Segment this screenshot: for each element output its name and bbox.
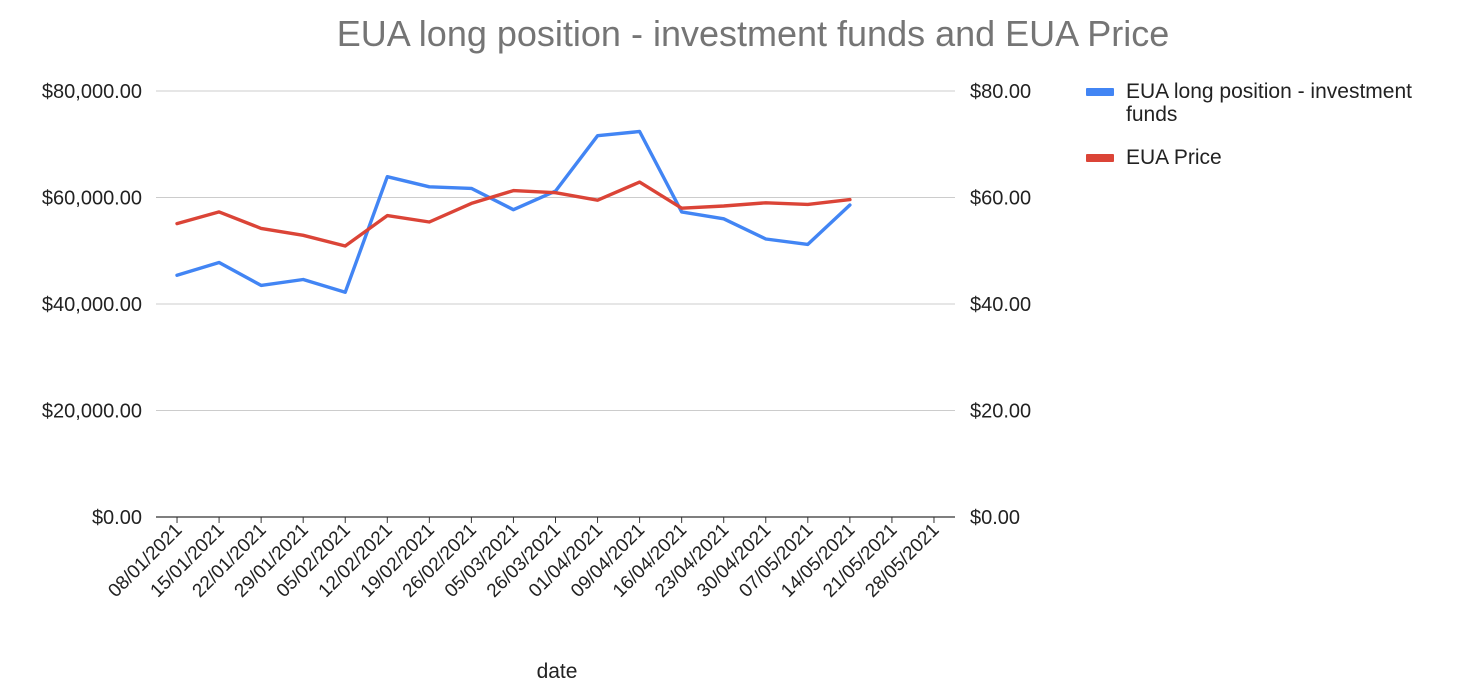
- x-axis: 08/01/202115/01/202122/01/202129/01/2021…: [104, 517, 944, 602]
- series-group: [175, 129, 852, 294]
- data-point-long-position: [386, 175, 389, 178]
- data-point-eua-price: [344, 244, 347, 248]
- right-axis-tick-label: $60.00: [970, 188, 1031, 210]
- data-point-long-position: [638, 130, 641, 133]
- data-point-long-position: [217, 261, 221, 264]
- chart-title: EUA long position - investment funds and…: [337, 13, 1169, 54]
- data-point-eua-price: [554, 191, 557, 194]
- data-point-eua-price: [596, 198, 599, 202]
- data-point-eua-price: [638, 180, 641, 184]
- left-axis-tick-label: $80,000.00: [42, 81, 142, 103]
- data-point-eua-price: [680, 206, 683, 210]
- data-point-eua-price: [470, 202, 473, 205]
- data-point-eua-price: [722, 204, 725, 208]
- data-point-eua-price: [217, 210, 221, 214]
- left-axis-tick-label: $20,000.00: [42, 401, 142, 423]
- data-point-eua-price: [428, 220, 431, 224]
- data-point-eua-price: [301, 234, 305, 237]
- data-point-long-position: [722, 217, 725, 220]
- legend-swatch-long-position: [1086, 88, 1114, 96]
- data-point-long-position: [470, 187, 473, 190]
- right-axis-tick-label: $80.00: [970, 81, 1031, 103]
- left-axis-tick-label: $0.00: [92, 507, 142, 529]
- data-point-long-position: [596, 134, 599, 137]
- legend-label-long-position: EUA long position - investment funds: [1126, 80, 1412, 126]
- right-axis-tick-label: $0.00: [970, 507, 1020, 529]
- right-axis: $0.00 $20.00 $40.00 $60.00 $80.00: [970, 81, 1031, 529]
- gridlines: [156, 90, 955, 518]
- left-axis-tick-label: $60,000.00: [42, 188, 142, 210]
- legend-item-eua-price: EUA Price: [1086, 146, 1476, 169]
- data-point-eua-price: [512, 189, 515, 192]
- series-line-long-position: [175, 129, 852, 294]
- right-axis-tick-label: $20.00: [970, 401, 1031, 423]
- data-point-long-position: [428, 185, 431, 189]
- left-axis-tick-label: $40,000.00: [42, 294, 142, 316]
- data-point-eua-price: [848, 198, 852, 201]
- data-point-eua-price: [259, 227, 263, 230]
- legend: EUA long position - investment funds EUA…: [1086, 80, 1476, 189]
- data-point-long-position: [344, 291, 347, 294]
- data-point-long-position: [806, 243, 810, 246]
- right-axis-tick-label: $40.00: [970, 294, 1031, 316]
- data-point-long-position: [175, 274, 179, 277]
- legend-swatch-eua-price: [1086, 154, 1114, 162]
- data-point-long-position: [301, 278, 305, 281]
- legend-item-long-position: EUA long position - investment funds: [1086, 80, 1476, 126]
- data-point-long-position: [259, 284, 263, 287]
- data-point-long-position: [848, 203, 852, 207]
- data-point-long-position: [512, 208, 515, 211]
- legend-label-eua-price: EUA Price: [1126, 146, 1222, 169]
- data-point-long-position: [764, 237, 767, 241]
- x-axis-label: date: [537, 660, 578, 683]
- data-point-long-position: [680, 210, 683, 214]
- data-point-eua-price: [806, 203, 810, 206]
- data-point-eua-price: [764, 201, 767, 205]
- left-axis: $0.00 $20,000.00 $40,000.00 $60,000.00 $80,0…: [42, 81, 142, 529]
- data-point-eua-price: [386, 214, 389, 217]
- data-point-eua-price: [175, 222, 179, 225]
